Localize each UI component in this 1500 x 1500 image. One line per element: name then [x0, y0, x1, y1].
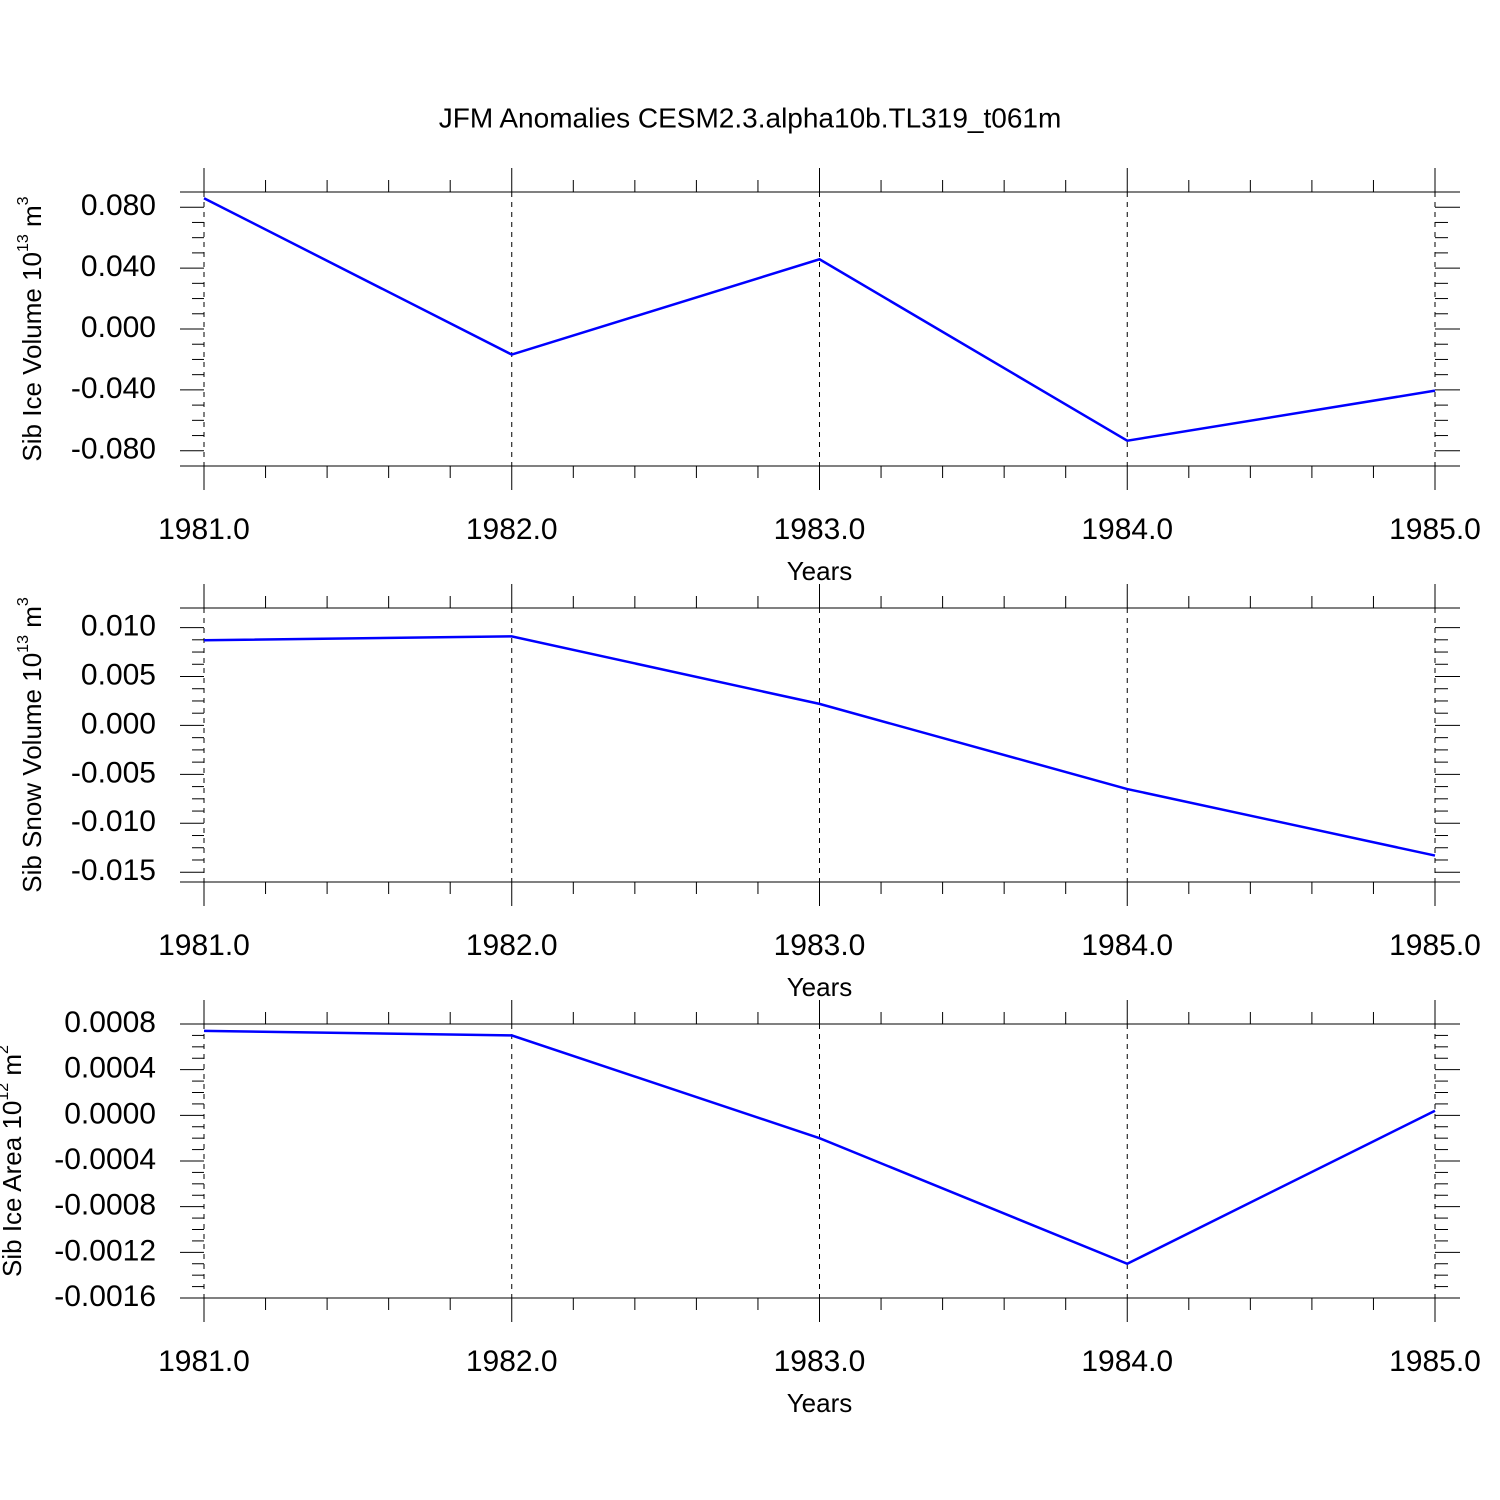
x-axis-label: Years [787, 1388, 853, 1418]
y-tick-label: -0.010 [71, 805, 156, 838]
y-axis-label-text: m [0, 1054, 27, 1083]
y-axis-label-text: m [17, 606, 47, 635]
data-line [203, 197, 1436, 443]
x-tick-label: 1985.0 [1389, 1345, 1481, 1378]
y-axis-label-text: m [17, 205, 47, 234]
y-axis-label: Sib Snow Volume 1013 m3 [15, 597, 47, 893]
y-axis-label-superscript: 3 [15, 597, 32, 606]
y-axis-label-superscript: 12 [0, 1083, 12, 1101]
y-tick-label: 0.0004 [64, 1052, 156, 1085]
y-tick-label: -0.040 [71, 372, 156, 405]
data-line [203, 1029, 1436, 1266]
y-axis-label-text: Sib Ice Volume 10 [17, 252, 47, 462]
x-tick-label: 1983.0 [774, 929, 866, 962]
x-tick-label: 1983.0 [774, 513, 866, 546]
y-tick-label: -0.0004 [54, 1143, 156, 1176]
x-tick-label: 1985.0 [1389, 513, 1481, 546]
x-tick-label: 1985.0 [1389, 929, 1481, 962]
y-axis-label: Sib Ice Area 1012 m2 [0, 1045, 27, 1277]
y-tick-label: 0.010 [81, 609, 156, 642]
y-tick-label: 0.0008 [64, 1006, 156, 1039]
x-tick-label: 1983.0 [774, 1345, 866, 1378]
y-axis-label-superscript: 3 [15, 196, 32, 205]
y-tick-label: 0.040 [81, 250, 156, 283]
y-tick-label: 0.080 [81, 189, 156, 222]
x-axis-label: Years [787, 556, 853, 586]
data-line [203, 635, 1436, 857]
y-tick-label: -0.0012 [54, 1234, 156, 1267]
y-axis-label-superscript: 13 [15, 234, 32, 252]
x-tick-label: 1984.0 [1081, 513, 1173, 546]
y-axis-label: Sib Ice Volume 1013 m3 [15, 196, 47, 461]
y-tick-label: 0.005 [81, 658, 156, 691]
y-tick-label: -0.015 [71, 854, 156, 887]
x-axis-label: Years [787, 972, 853, 1002]
y-axis-label-superscript: 13 [15, 635, 32, 653]
x-tick-label: 1984.0 [1081, 1345, 1173, 1378]
chart-title: JFM Anomalies CESM2.3.alpha10b.TL319_t06… [439, 102, 1062, 133]
x-tick-label: 1984.0 [1081, 929, 1173, 962]
x-tick-label: 1982.0 [466, 1345, 558, 1378]
y-tick-label: -0.0008 [54, 1189, 156, 1222]
y-tick-label: 0.0000 [64, 1097, 156, 1130]
y-tick-label: 0.000 [81, 311, 156, 344]
x-tick-label: 1982.0 [466, 929, 558, 962]
y-tick-label: -0.080 [71, 433, 156, 466]
y-axis-label-text: Sib Ice Area 10 [0, 1101, 27, 1277]
x-tick-label: 1981.0 [158, 513, 250, 546]
x-tick-label: 1981.0 [158, 1345, 250, 1378]
y-tick-label: -0.0016 [54, 1280, 156, 1313]
y-axis-label-text: Sib Snow Volume 10 [17, 653, 47, 893]
y-tick-label: -0.005 [71, 756, 156, 789]
y-axis-label-superscript: 2 [0, 1045, 12, 1054]
x-tick-label: 1981.0 [158, 929, 250, 962]
x-tick-label: 1982.0 [466, 513, 558, 546]
y-tick-label: 0.000 [81, 707, 156, 740]
